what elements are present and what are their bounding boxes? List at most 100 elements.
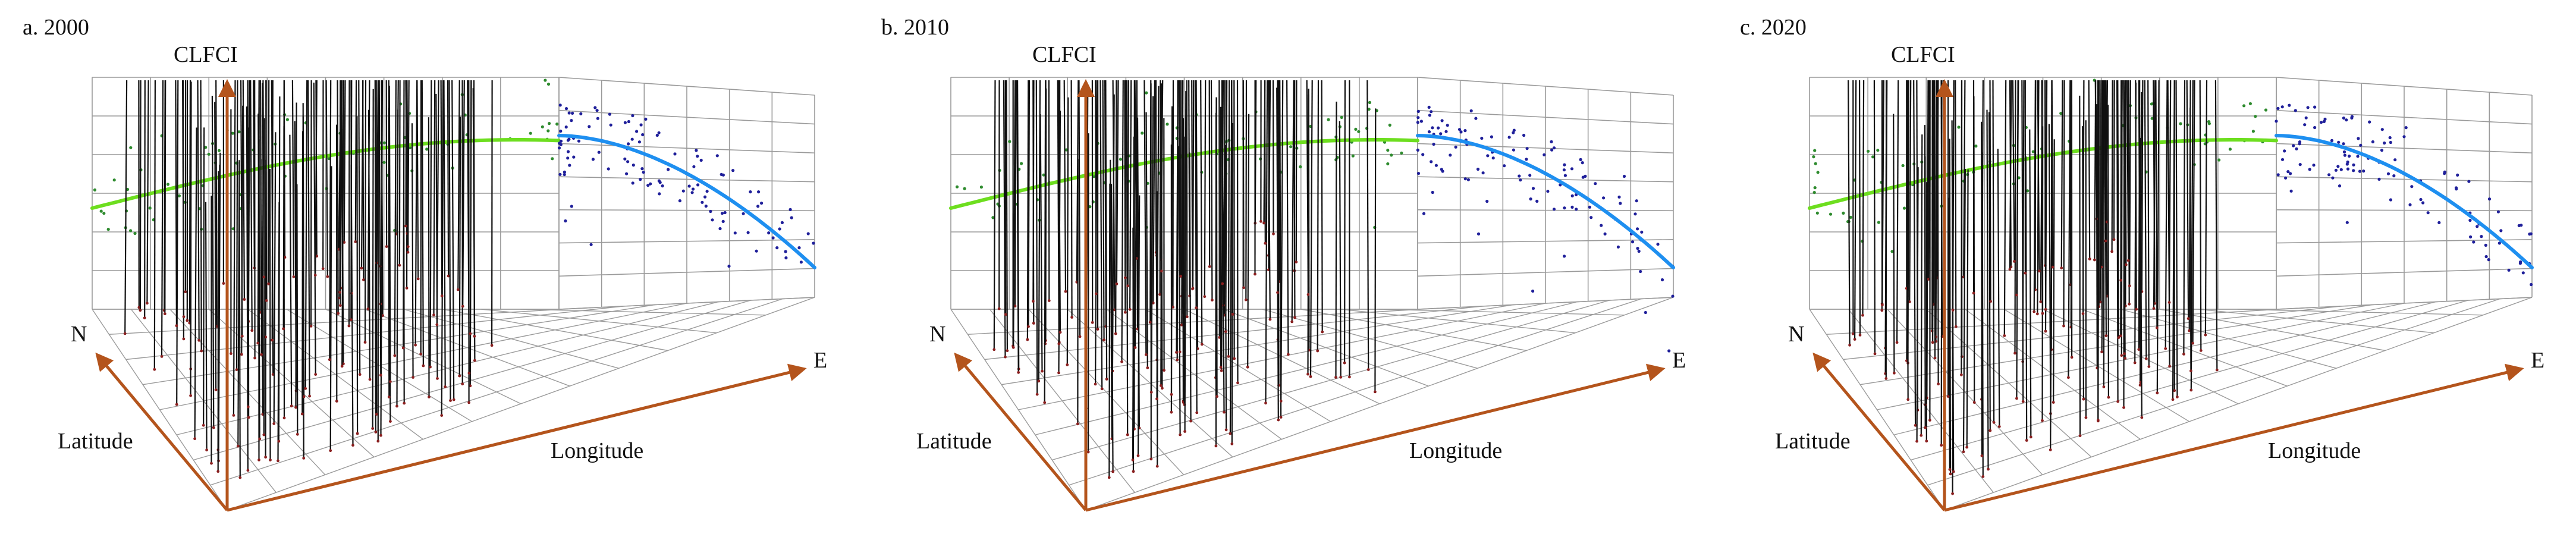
- longitude-scatter-point: [1518, 174, 1521, 178]
- station-stick: [1099, 80, 1103, 389]
- station-base-point: [282, 327, 285, 331]
- station-stick: [1291, 80, 1295, 322]
- longitude-scatter-point: [1581, 175, 1585, 179]
- station-base-point: [197, 338, 201, 342]
- station-stick: [2060, 80, 2063, 268]
- station-base-point: [366, 307, 370, 310]
- station-base-point: [1179, 433, 1182, 436]
- longitude-scatter-point: [570, 119, 573, 123]
- latitude-scatter-point: [963, 187, 966, 190]
- station-base-point: [1937, 382, 1940, 386]
- longitude-scatter-point: [1449, 153, 1452, 157]
- latitude-scatter-point: [106, 228, 110, 231]
- station-stick: [1172, 80, 1174, 307]
- station-stick: [1934, 80, 1936, 359]
- station-stick: [1137, 195, 1141, 456]
- station-stick: [205, 202, 208, 450]
- longitude-scatter-point: [2519, 260, 2522, 264]
- station-base-point: [1126, 284, 1130, 288]
- latitude-scatter-point: [1008, 140, 1011, 143]
- longitude-scatter-point: [1579, 158, 1582, 161]
- station-base-point: [1076, 422, 1079, 426]
- longitude-scatter-point: [631, 114, 634, 118]
- longitude-scatter-point: [1416, 116, 1420, 120]
- latitude-scatter-point: [1867, 149, 1870, 153]
- station-base-point: [290, 404, 293, 408]
- station-base-point: [340, 365, 344, 368]
- latitude-scatter-point: [1340, 115, 1343, 119]
- station-stick: [246, 106, 249, 470]
- station-base-point: [368, 378, 372, 381]
- station-base-point: [1161, 387, 1164, 390]
- station-stick: [124, 80, 128, 334]
- longitude-scatter-point: [2480, 235, 2483, 238]
- station-base-point: [1951, 492, 1954, 495]
- station-base-point: [429, 365, 432, 369]
- latitude-scatter-point: [1386, 149, 1390, 152]
- station-stick: [360, 80, 364, 269]
- station-base-point: [362, 278, 365, 281]
- station-stick: [301, 131, 304, 414]
- station-base-point: [1214, 444, 1218, 448]
- station-stick: [2144, 80, 2147, 359]
- chart-panel-0: a. 2000 CLFCI N E Latitude Longitude: [0, 0, 859, 537]
- longitude-scatter-point: [1589, 216, 1593, 219]
- station-stick: [2037, 80, 2040, 271]
- station-base-point: [247, 416, 250, 419]
- station-base-point: [143, 316, 146, 319]
- station-base-point: [1940, 444, 1943, 447]
- station-stick: [1186, 80, 1188, 317]
- station-stick: [2101, 80, 2104, 352]
- longitude-scatter-point: [1563, 206, 1566, 210]
- station-base-point: [313, 274, 317, 277]
- station-stick: [2183, 80, 2186, 354]
- longitude-scatter-point: [2283, 149, 2286, 153]
- longitude-scatter-point: [2487, 258, 2490, 262]
- longitude-scatter-point: [2350, 115, 2354, 118]
- longitude-scatter-point: [720, 172, 723, 176]
- longitude-scatter-point: [2404, 126, 2408, 130]
- longitude-scatter-point: [1525, 158, 1528, 161]
- station-stick: [146, 80, 149, 303]
- station-base-point: [349, 318, 353, 322]
- chart-panel-2: c. 2020 CLFCI N E Latitude Longitude: [1717, 0, 2576, 537]
- station-base-point: [321, 267, 325, 271]
- station-stick: [1013, 80, 1016, 348]
- station-stick: [1988, 112, 1991, 431]
- latitude-scatter-point: [1145, 91, 1148, 95]
- station-stick: [367, 80, 370, 309]
- station-base-point: [246, 469, 250, 472]
- station-base-point: [2104, 239, 2107, 243]
- station-base-point: [1268, 318, 1272, 321]
- station-stick: [1935, 80, 1937, 337]
- latitude-label: Latitude: [58, 429, 133, 454]
- longitude-scatter-point: [1639, 269, 1642, 274]
- longitude-scatter-point: [1421, 153, 1425, 156]
- longitude-scatter-point: [568, 164, 571, 167]
- station-base-point: [432, 313, 435, 317]
- station-base-point: [326, 275, 329, 278]
- station-base-point: [2120, 354, 2123, 357]
- station-base-point: [2041, 419, 2044, 422]
- station-stick: [467, 80, 470, 373]
- latitude-scatter-point: [546, 82, 551, 86]
- longitude-scatter-point: [2352, 163, 2355, 167]
- station-base-point: [1107, 476, 1111, 479]
- latitude-scatter-point: [1092, 175, 1096, 178]
- longitude-scatter-point: [2484, 255, 2488, 259]
- station-stick: [161, 80, 164, 357]
- station-base-point: [2062, 324, 2065, 328]
- latitude-scatter-point: [541, 125, 544, 128]
- station-base-point: [452, 398, 455, 401]
- longitude-scatter-point: [2330, 139, 2334, 142]
- station-stick: [262, 80, 265, 277]
- latitude-scatter-point: [1974, 145, 1978, 148]
- station-base-point: [1100, 387, 1104, 391]
- longitude-scatter-point: [1422, 212, 1426, 215]
- longitude-trend-line: [2275, 134, 2534, 269]
- latitude-scatter-point: [1166, 123, 1169, 126]
- station-base-point: [1013, 304, 1017, 308]
- station-base-point: [358, 373, 362, 376]
- station-stick: [313, 82, 316, 375]
- longitude-scatter-point: [2313, 105, 2317, 109]
